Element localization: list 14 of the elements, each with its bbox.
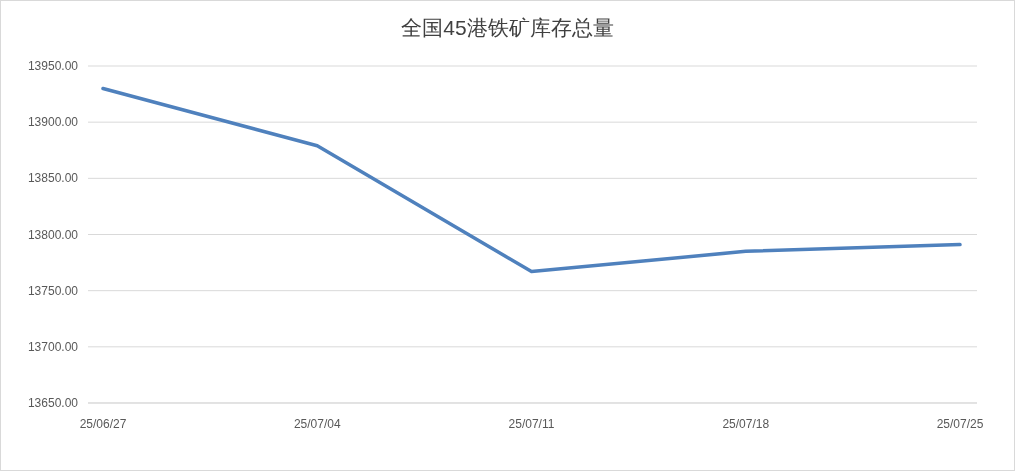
- y-tick-label: 13950.00: [27, 59, 79, 73]
- x-tick-label: 25/07/11: [508, 417, 555, 431]
- x-tick-label: 25/07/18: [722, 417, 770, 431]
- y-tick-label: 13650.00: [27, 396, 79, 410]
- x-tick-label: 25/07/04: [293, 417, 341, 431]
- x-tick-label: 25/07/25: [936, 417, 984, 431]
- y-tick-label: 13800.00: [27, 227, 79, 242]
- y-tick-label: 13850.00: [27, 171, 79, 186]
- line-series: [101, 86, 962, 274]
- x-tick-label: 25/06/27: [79, 417, 127, 431]
- y-tick-label: 13900.00: [27, 115, 79, 130]
- y-tick-label: 13700.00: [27, 339, 79, 354]
- y-tick-label: 13750.00: [27, 283, 79, 298]
- chart-title: 全国45港铁矿库存总量: [401, 16, 614, 39]
